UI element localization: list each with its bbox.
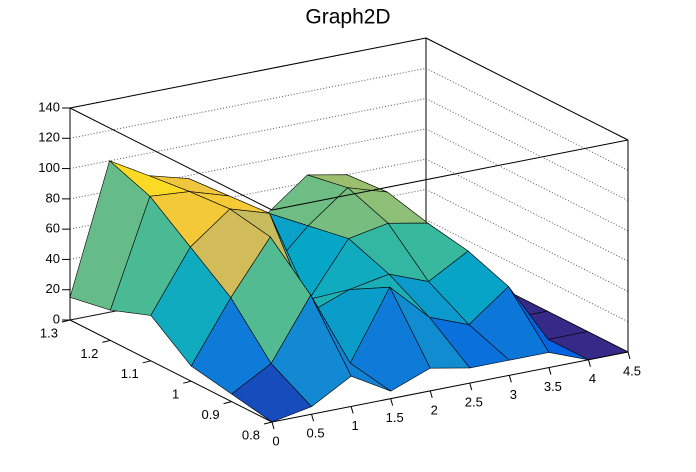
x-tick [429,390,433,399]
x-tick [311,414,315,422]
x-tick-label: 4.5 [623,363,641,378]
x-tick [271,421,275,430]
x-tick-label: 4 [589,371,596,386]
y-tick-label: 1.1 [121,366,139,381]
x-tick [627,351,631,360]
x-tick-label: 3 [510,387,517,402]
grid-line [425,98,629,202]
x-tick [469,382,473,391]
x-tick [390,398,394,406]
grid-line [425,128,629,232]
y-tick [263,421,273,425]
z-tick-label: 140 [38,99,60,114]
x-tick [508,375,512,383]
y-tick [223,401,232,405]
surface-cell [231,363,313,423]
y-tick-label: 1.2 [80,346,98,361]
y-tick-label: 0.9 [202,407,220,422]
y-axis [69,319,273,423]
z-tick-label: 120 [38,130,60,145]
z-tick-label: 40 [46,251,60,266]
box-edge [69,37,427,109]
y-tick [142,360,151,364]
x-tick [548,367,552,375]
grid-line [69,67,427,139]
grid-line [69,98,427,170]
x-tick-label: 2 [431,402,438,417]
x-axis [271,351,629,423]
y-tick-label: 0.8 [242,427,260,442]
z-tick-label: 60 [46,221,60,236]
chart-title: Graph2D [305,6,390,29]
box-edge [69,107,273,211]
x-tick-label: 1 [351,418,358,433]
y-tick [183,380,192,384]
y-tick-label: 1 [172,387,179,402]
box-edge [271,139,629,211]
x-tick [350,406,354,414]
grid-line [425,67,629,171]
x-tick-label: 3.5 [544,379,562,394]
z-tick-label: 100 [38,160,60,175]
x-tick-label: 0.5 [307,426,325,441]
y-tick-label: 1.3 [40,325,58,340]
x-tick [587,359,591,367]
y-tick [102,339,111,343]
y-tick [61,319,71,323]
x-tick-label: 0 [272,433,279,448]
z-tick-label: 0 [53,311,60,326]
box-edge [425,37,629,141]
x-tick-label: 1.5 [386,410,404,425]
x-tick-label: 2.5 [465,395,483,410]
z-tick-label: 20 [46,281,60,296]
z-tick-label: 80 [46,190,60,205]
